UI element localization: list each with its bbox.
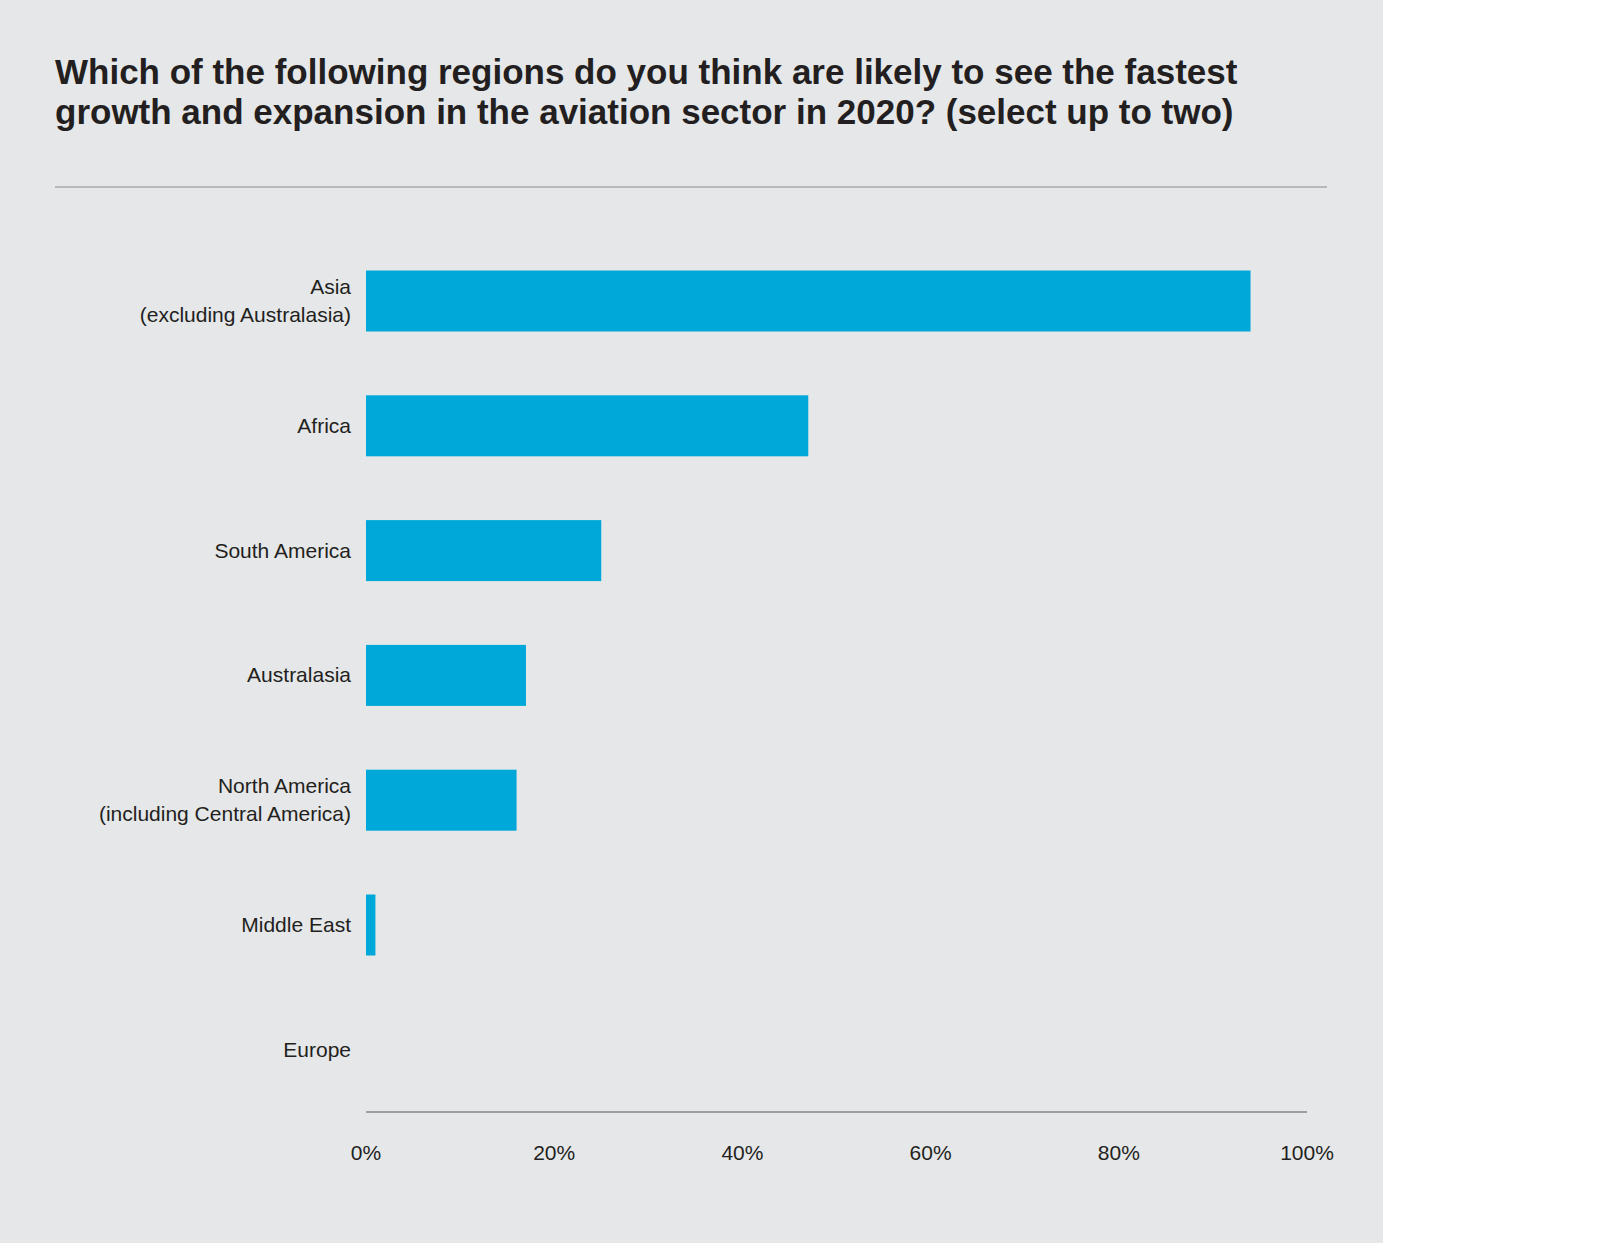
x-tick-label: 100% [1280, 1141, 1334, 1164]
x-tick-label: 80% [1098, 1141, 1140, 1164]
category-label: Australasia [247, 663, 351, 686]
bar [366, 895, 375, 956]
bar [366, 520, 601, 581]
bar [366, 1019, 367, 1080]
x-tick-label: 0% [351, 1141, 381, 1164]
category-label: Asia(excluding Australasia) [140, 275, 352, 326]
category-label: Middle East [241, 913, 351, 936]
category-label: North America(including Central America) [99, 774, 351, 825]
background [0, 0, 1383, 1243]
title-rule [55, 187, 1327, 188]
bars [366, 271, 1251, 956]
bar [366, 395, 808, 456]
category-label: South America [214, 539, 351, 562]
bar [366, 271, 1251, 332]
x-tick-label: 40% [721, 1141, 763, 1164]
x-axis [366, 1111, 1307, 1112]
bar [366, 770, 517, 831]
bar [366, 645, 526, 706]
x-tick-label: 60% [910, 1141, 952, 1164]
category-label: Africa [297, 414, 351, 437]
category-label: Europe [283, 1038, 351, 1061]
x-tick-label: 20% [533, 1141, 575, 1164]
title: Which of the following regions do you th… [55, 52, 1238, 131]
